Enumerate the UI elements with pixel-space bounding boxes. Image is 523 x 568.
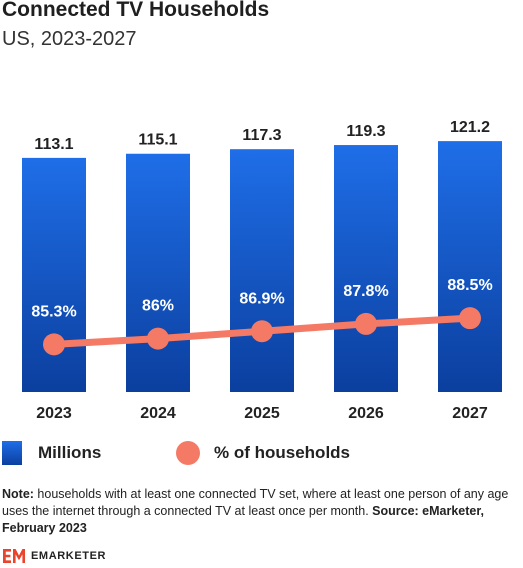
- legend-dot-swatch: [176, 441, 200, 465]
- bar-label-2025: 117.3: [242, 127, 281, 144]
- x-tick-2027: 2027: [452, 405, 488, 422]
- point-2027: [459, 307, 481, 330]
- x-tick-2026: 2026: [348, 405, 384, 422]
- footnote: Note: households with at least one conne…: [2, 486, 520, 537]
- point-label-2026: 87.8%: [343, 283, 388, 300]
- bar-2023: [22, 157, 86, 392]
- bar-2026: [334, 145, 398, 392]
- legend-bar-swatch: [2, 441, 22, 465]
- bars-layer: [22, 141, 502, 392]
- point-2023: [43, 333, 65, 356]
- line-layer: [43, 307, 481, 356]
- legend: Millions % of households: [0, 441, 523, 469]
- labels-layer: 113.1 2023 115.1 2024 117.3 2025 119.3 2026 121.…: [31, 119, 492, 422]
- note-source: Source: eMarketer, February 2023: [2, 504, 485, 535]
- legend-label-millions: Millions: [38, 443, 102, 462]
- brand: EMARKETER: [2, 548, 106, 564]
- bar-label-2027: 121.2: [450, 119, 490, 136]
- note-prefix: Note:: [2, 487, 34, 501]
- bar-label-2026: 119.3: [346, 123, 385, 140]
- chart-plot-area: 113.1 2023 115.1 2024 117.3 2025 119.3 2026 121.…: [22, 119, 502, 422]
- point-label-2027: 88.5%: [447, 277, 492, 294]
- legend-item-households: % of households: [176, 441, 350, 465]
- em-logo-icon: [3, 549, 25, 563]
- point-label-2025: 86.9%: [239, 290, 284, 307]
- chart-subtitle: US, 2023-2027: [2, 28, 137, 50]
- bar-2027: [438, 141, 502, 392]
- note-text: households with at least one connected T…: [2, 487, 509, 518]
- bar-2025: [230, 149, 294, 392]
- point-2025: [251, 320, 273, 343]
- point-2026: [355, 312, 377, 335]
- point-label-2023: 85.3%: [31, 303, 76, 320]
- legend-item-millions: Millions: [2, 441, 101, 465]
- chart-title: Connected TV Households: [2, 0, 270, 21]
- x-tick-2025: 2025: [244, 405, 280, 422]
- x-tick-2024: 2024: [140, 405, 176, 422]
- x-tick-2023: 2023: [36, 405, 72, 422]
- point-2024: [147, 327, 169, 350]
- point-label-2024: 86%: [142, 298, 174, 315]
- bar-label-2023: 113.1: [34, 136, 73, 153]
- brand-name: EMARKETER: [31, 550, 107, 562]
- legend-label-households: % of households: [214, 443, 350, 462]
- bar-2024: [126, 153, 190, 392]
- bar-label-2024: 115.1: [138, 132, 177, 149]
